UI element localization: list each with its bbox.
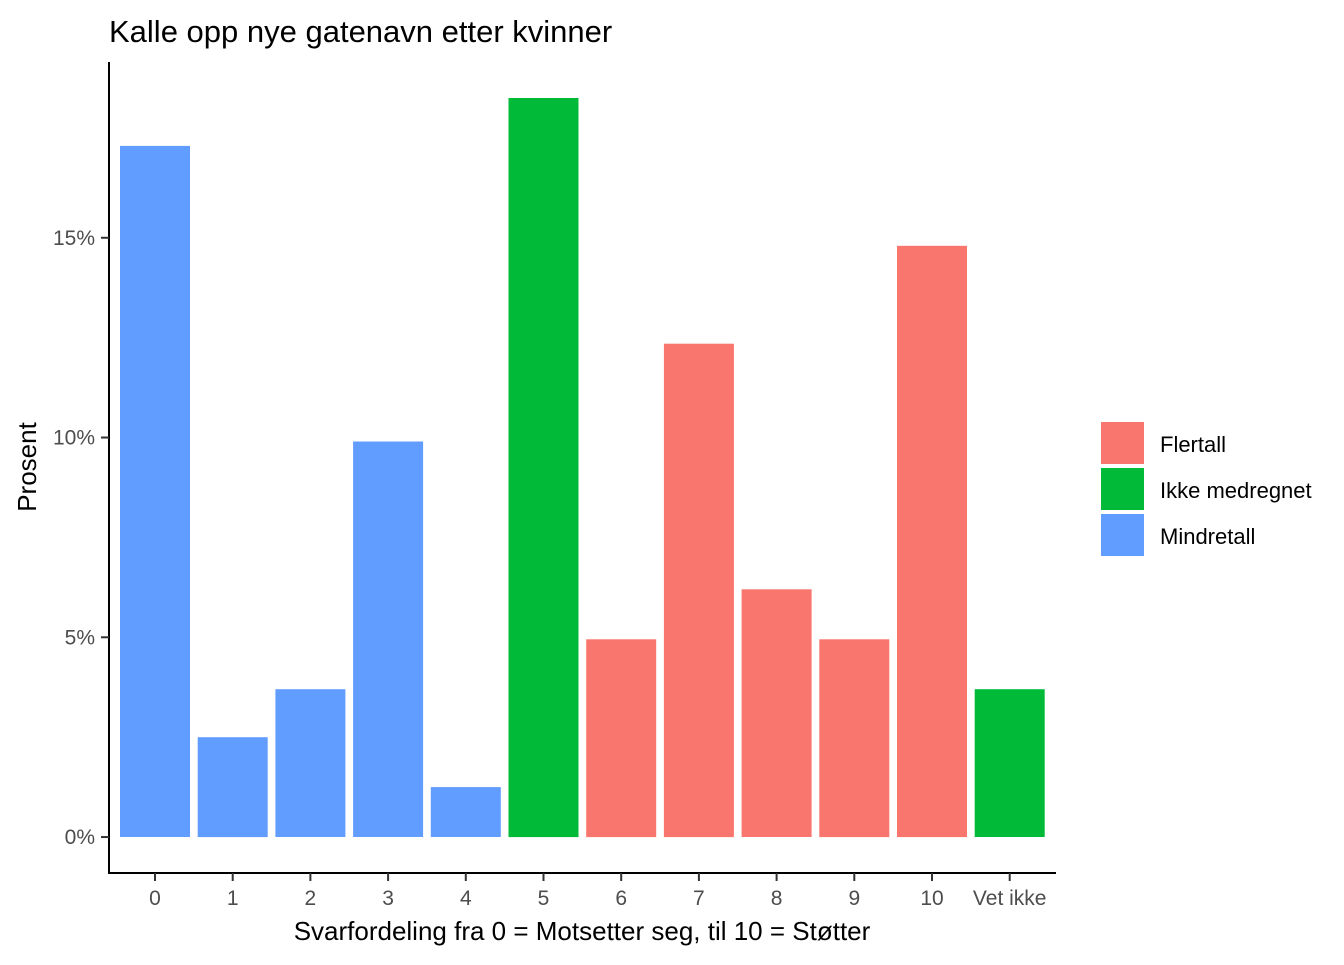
x-tick-label: 9 xyxy=(848,887,860,910)
legend-key-flertall xyxy=(1101,422,1144,464)
x-tick-label: 1 xyxy=(227,887,239,910)
x-tick-label: Vet ikke xyxy=(973,887,1047,910)
x-tick-label: 5 xyxy=(538,887,550,910)
bar-7 xyxy=(663,343,734,838)
legend: Flertall Ikke medregnet Mindretall xyxy=(1101,422,1312,556)
legend-key-ikke-medregnet xyxy=(1101,468,1144,510)
bar-10 xyxy=(897,245,967,838)
bar-3 xyxy=(353,441,424,837)
bar-2 xyxy=(275,689,346,837)
bar-1 xyxy=(197,737,268,838)
y-tick-label: 5% xyxy=(65,626,95,649)
bar-vet-ikke xyxy=(974,689,1045,837)
y-tick-label: 10% xyxy=(53,427,95,450)
y-tick-label: 15% xyxy=(53,227,95,250)
bar-9 xyxy=(819,639,890,838)
legend-label: Flertall xyxy=(1160,432,1226,457)
x-axis-title: Svarfordeling fra 0 = Motsetter seg, til… xyxy=(294,916,871,946)
chart-title: Kalle opp nye gatenavn etter kvinner xyxy=(109,14,612,49)
x-ticks-layer: 0 1 2 3 4 5 6 7 8 9 10 Vet ikke xyxy=(149,873,1046,910)
bar-5 xyxy=(508,98,579,838)
x-tick-label: 7 xyxy=(693,887,705,910)
x-tick-label: 0 xyxy=(149,887,161,910)
legend-label: Ikke medregnet xyxy=(1160,478,1312,503)
x-tick-label: 4 xyxy=(460,887,472,910)
bar-4 xyxy=(430,787,501,837)
x-tick-label: 8 xyxy=(771,887,783,910)
x-tick-label: 3 xyxy=(382,887,394,910)
bar-6 xyxy=(586,639,657,838)
bars-layer xyxy=(120,98,1045,838)
x-tick-label: 6 xyxy=(615,887,627,910)
legend-key-mindretall xyxy=(1101,514,1144,556)
y-axis-title: Prosent xyxy=(12,421,42,511)
x-tick-label: 10 xyxy=(920,887,943,910)
y-tick-label: 0% xyxy=(65,826,95,849)
y-ticks-layer: 0% 5% 10% 15% xyxy=(53,227,109,849)
bar-8 xyxy=(741,589,812,837)
bar-0 xyxy=(120,145,190,837)
legend-label: Mindretall xyxy=(1160,524,1255,549)
x-tick-label: 2 xyxy=(305,887,317,910)
